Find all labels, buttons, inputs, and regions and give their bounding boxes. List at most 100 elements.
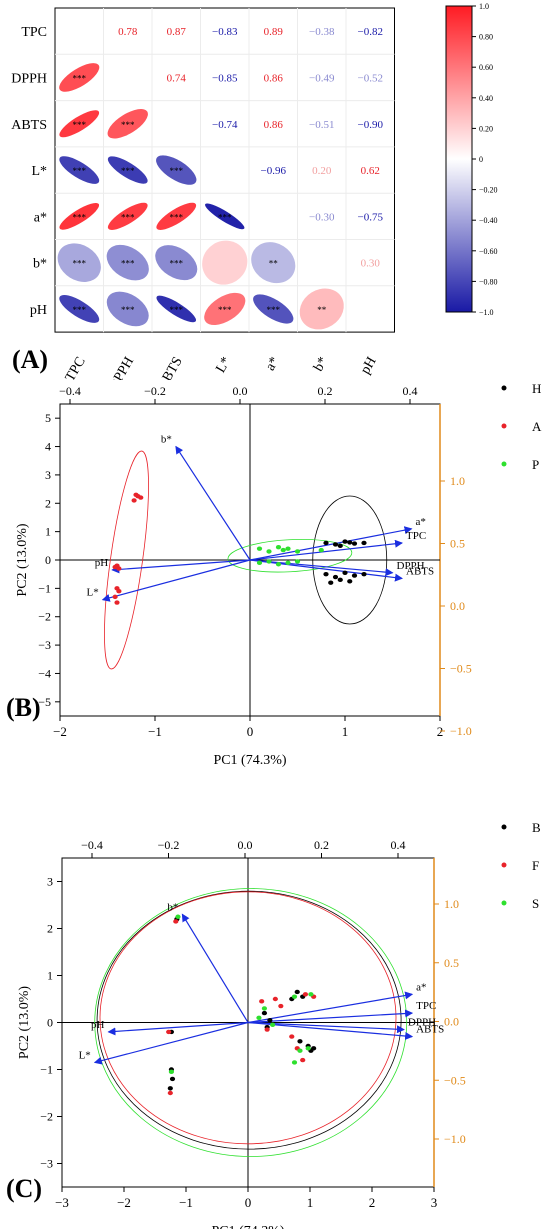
confidence-ellipse — [99, 891, 397, 1145]
loading-label: b* — [161, 434, 172, 446]
loading-label: TPC — [416, 1000, 436, 1012]
correlation-value: −0.75 — [358, 211, 384, 223]
panel-label: (C) — [6, 1174, 42, 1203]
score-point — [275, 545, 282, 550]
colorbar-tick-label: 0.60 — [479, 63, 493, 72]
colorbar-tick-label: 0.40 — [479, 94, 493, 103]
correlation-value: 0.87 — [167, 26, 187, 38]
score-point — [272, 996, 278, 1002]
correlation-ellipse — [107, 156, 148, 184]
score-point — [342, 570, 348, 575]
score-point — [361, 571, 367, 577]
confidence-ellipse — [104, 450, 149, 670]
score-point — [297, 1039, 303, 1044]
score-point — [167, 1090, 173, 1096]
score-point — [168, 1069, 175, 1075]
legend-label: S — [532, 896, 539, 911]
x-tick-label: −1 — [148, 724, 162, 739]
correlation-ellipse — [202, 240, 248, 285]
correlation-value: −0.82 — [358, 26, 383, 38]
significance-label: *** — [73, 120, 87, 130]
significance-label: *** — [73, 212, 87, 222]
significance-label: *** — [121, 305, 135, 315]
y-tick-label: 5 — [45, 411, 51, 425]
significance-label: *** — [121, 212, 135, 222]
score-point — [266, 549, 272, 554]
loading-arrow — [107, 1021, 249, 1036]
loading-arrow — [181, 913, 249, 1023]
significance-label: *** — [170, 305, 184, 315]
column-label: L* — [213, 355, 234, 376]
right-tick-label: 0.5 — [444, 956, 459, 970]
loading-arrow — [249, 559, 394, 577]
correlation-ellipse — [156, 295, 197, 323]
row-label: ABTS — [11, 118, 47, 133]
score-point — [305, 1046, 311, 1051]
correlation-ellipse — [107, 202, 148, 230]
score-point — [266, 559, 272, 564]
score-point — [167, 1086, 173, 1091]
colorbar-tick-label: −1.0 — [479, 308, 494, 317]
correlation-heatmap: TPC TPC DPPH DPPH ABTS ABTS L* L* a* a* b* b* pH pH 0.… — [11, 2, 498, 380]
score-point — [291, 1060, 298, 1065]
panel-label: (B) — [6, 693, 41, 722]
score-point — [112, 594, 118, 600]
pca-biplot-c: −3 −2 −1 0 1 2 3 3 2 1 0 −1 −2 −3 −0.4 −0.2 0.0 0.2 0.4 1.0… — [6, 820, 541, 1229]
row-label: DPPH — [11, 71, 47, 86]
loading-label: ABTS — [416, 1024, 444, 1036]
column-label: TPC — [63, 355, 89, 380]
pca-biplot-b: −2−1012543210−1−2−3−4−5−0.4−0.20.00.20.4… — [6, 381, 542, 768]
score-point — [323, 571, 329, 577]
loading-label: pH — [95, 557, 109, 569]
score-point — [332, 542, 339, 547]
x-axis-label: PC1 (74.3%) — [211, 1224, 284, 1229]
score-point — [270, 1022, 276, 1028]
score-point — [294, 559, 301, 564]
x-tick-label: 1 — [307, 1195, 314, 1210]
colorbar-tick-label: −0.20 — [479, 186, 498, 195]
significance-label: *** — [218, 212, 232, 222]
score-point — [323, 540, 329, 546]
y-tick-label: −1 — [38, 581, 51, 595]
y-tick-label: −1 — [40, 1063, 53, 1077]
y-tick-label: −3 — [38, 638, 51, 652]
y-tick-label: 0 — [45, 553, 51, 567]
y-tick-label: 1 — [45, 525, 51, 539]
correlation-value: 0.30 — [361, 258, 381, 270]
colorbar-tick-label: 0.20 — [479, 124, 493, 133]
correlation-ellipse — [59, 203, 100, 230]
confidence-ellipse — [312, 495, 388, 625]
top-tick-label: −0.2 — [144, 384, 166, 398]
top-tick-label: 0.2 — [318, 384, 333, 398]
score-point — [332, 574, 339, 580]
significance-label: *** — [73, 305, 87, 315]
x-tick-label: −1 — [179, 1195, 193, 1210]
legend-label: P — [532, 457, 539, 472]
loading-label: DPPH — [397, 560, 425, 572]
score-point — [318, 547, 324, 553]
loading-label: pH — [91, 1019, 105, 1031]
y-tick-label: −2 — [40, 1110, 53, 1124]
correlation-value: −0.96 — [261, 165, 287, 177]
correlation-value: −0.90 — [358, 119, 384, 131]
significance-label: *** — [73, 259, 87, 269]
y-tick-label: 3 — [45, 468, 51, 482]
confidence-ellipse — [96, 890, 402, 1150]
loading-label: L* — [87, 587, 99, 599]
right-tick-label: 0.5 — [450, 537, 465, 551]
y-tick-label: −3 — [40, 1157, 53, 1171]
x-tick-label: −3 — [55, 1195, 69, 1210]
correlation-value: 0.62 — [361, 165, 380, 177]
y-axis-label: PC2 (13.0%) — [17, 986, 32, 1059]
loading-label: TPC — [406, 530, 426, 542]
loading-arrow — [247, 991, 414, 1024]
score-point — [256, 1015, 262, 1020]
score-point — [291, 994, 298, 999]
colorbar-tick-label: 0 — [479, 155, 483, 164]
top-tick-label: −0.4 — [59, 384, 81, 398]
legend-marker — [501, 824, 507, 830]
colorbar-tick-label: −0.80 — [479, 277, 498, 286]
correlation-ellipse — [59, 156, 100, 184]
correlation-value: −0.30 — [309, 211, 335, 223]
row-label: TPC — [21, 25, 47, 40]
